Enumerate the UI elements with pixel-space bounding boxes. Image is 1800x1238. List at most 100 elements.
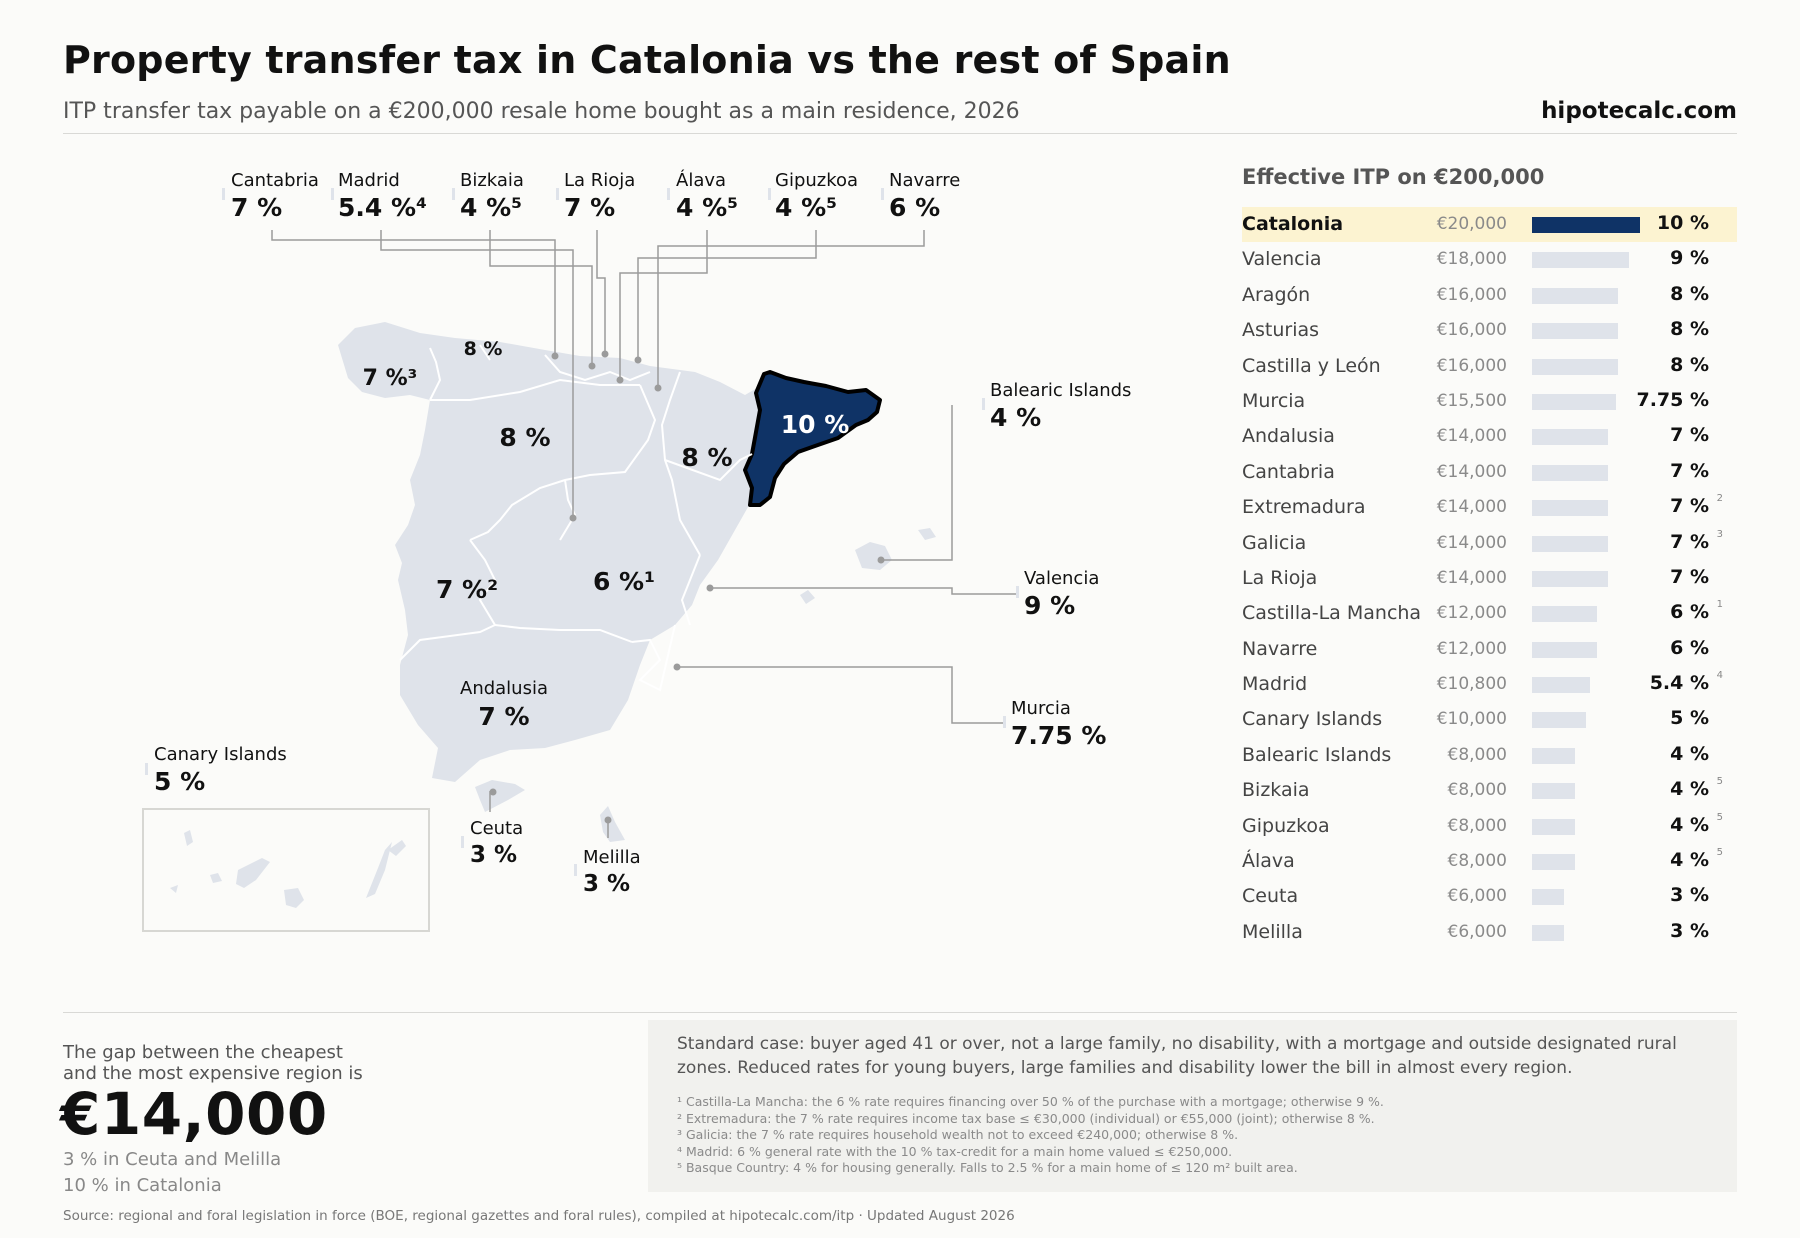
- brand-logo-text[interactable]: hipotecalc.com: [1541, 98, 1737, 124]
- callout-name: Cantabria: [231, 170, 319, 191]
- notes-box: Standard case: buyer aged 41 or over, no…: [648, 1020, 1737, 1192]
- ranking-row: La Rioja €14,000 7 %: [1242, 561, 1737, 596]
- row-bar: [1532, 641, 1597, 658]
- row-footnote-marker: 5: [1716, 776, 1723, 788]
- page-title: Property transfer tax in Catalonia vs th…: [63, 38, 1231, 82]
- callout-rate: 4 %⁵: [460, 193, 522, 222]
- ranking-row: Catalonia €20,000 10 %: [1242, 207, 1737, 243]
- ranking-list: Catalonia €20,000 10 % Valencia €18,000 9 % Ar…: [1242, 207, 1737, 950]
- row-bar: [1532, 393, 1616, 410]
- callout-rate: 7 %: [231, 193, 282, 222]
- ranking-row: Madrid €10,800 5.4 % 4: [1242, 667, 1737, 702]
- row-bar: [1532, 854, 1576, 871]
- row-amount: €14,000: [1436, 497, 1507, 518]
- ranking-row: Castilla y León €16,000 8 %: [1242, 349, 1737, 384]
- row-bar: [1532, 535, 1608, 552]
- callout-rate: 3 %: [470, 842, 517, 868]
- label-castilla-la-mancha: 6 %¹: [593, 567, 655, 596]
- row-rate: 7.75 %: [1636, 388, 1709, 411]
- row-rate: 4 %: [1670, 778, 1709, 801]
- row-amount: €10,000: [1436, 709, 1507, 730]
- label-extremadura: 7 %²: [436, 575, 498, 604]
- row-amount: €16,000: [1436, 284, 1507, 305]
- row-amount: €14,000: [1436, 532, 1507, 553]
- row-bar: [1532, 818, 1576, 835]
- row-bar: [1532, 429, 1608, 446]
- gap-label: The gap between the cheapest and the mos…: [63, 1042, 363, 1084]
- row-amount: €8,000: [1447, 851, 1507, 872]
- row-bar: [1532, 464, 1608, 481]
- row-amount: €14,000: [1436, 567, 1507, 588]
- row-amount: €16,000: [1436, 355, 1507, 376]
- callout-madrid: Madrid 5.4 %⁴: [331, 170, 427, 222]
- row-rate: 3 %: [1670, 884, 1709, 907]
- callout-name: La Rioja: [564, 170, 635, 191]
- row-rate: 9 %: [1670, 247, 1709, 270]
- callout-gipuzkoa: Gipuzkoa 4 %⁵: [768, 170, 858, 222]
- callout-rate: 7 %: [564, 193, 615, 222]
- row-footnote-marker: 4: [1716, 670, 1723, 682]
- page-subtitle: ITP transfer tax payable on a €200,000 r…: [63, 99, 1020, 124]
- callout-name: Bizkaia: [460, 170, 524, 191]
- row-rate: 8 %: [1670, 353, 1709, 376]
- row-region-name: Álava: [1242, 850, 1295, 873]
- row-bar: [1532, 606, 1597, 623]
- row-region-name: Asturias: [1242, 319, 1320, 342]
- callout-balearic-islands: Balearic Islands 4 %: [982, 380, 1131, 432]
- row-footnote-marker: 2: [1716, 493, 1723, 505]
- ranking-row: Asturias €16,000 8 %: [1242, 313, 1737, 348]
- ranking-row: Álava €8,000 4 % 5: [1242, 844, 1737, 879]
- callout-rate: 3 %: [583, 871, 630, 897]
- callout-name: Navarre: [889, 170, 960, 191]
- footer-divider: [63, 1012, 1737, 1013]
- row-region-name: Madrid: [1242, 673, 1308, 696]
- row-bar: [1532, 677, 1591, 694]
- footnote-1: ¹ Castilla-La Mancha: the 6 % rate requi…: [677, 1094, 1384, 1109]
- callout-name: Melilla: [583, 847, 641, 868]
- callout-rate: 5 %: [154, 767, 205, 796]
- gap-value: €14,000: [60, 1080, 328, 1148]
- row-rate: 7 %: [1670, 495, 1709, 518]
- callout-rate: 7 %: [478, 702, 529, 731]
- label-asturias: 8 %: [464, 338, 503, 360]
- callout-murcia: Murcia 7.75 %: [1003, 698, 1106, 750]
- row-amount: €12,000: [1436, 638, 1507, 659]
- catalonia-shape: [743, 370, 882, 507]
- row-amount: €16,000: [1436, 320, 1507, 341]
- callout-rate: 4 %⁵: [775, 193, 837, 222]
- spain-map: Cantabria 7 % Madrid 5.4 %⁴ Bizkaia 4 %⁵…: [142, 169, 1131, 932]
- row-rate: 7 %: [1670, 530, 1709, 553]
- label-aragon: 8 %: [681, 443, 732, 472]
- row-rate: 4 %: [1670, 813, 1709, 836]
- row-region-name: Valencia: [1242, 248, 1322, 271]
- row-rate: 7 %: [1670, 459, 1709, 482]
- row-bar: [1532, 217, 1640, 233]
- row-rate: 4 %: [1670, 849, 1709, 872]
- row-bar: [1532, 287, 1619, 304]
- callout-cantabria: Cantabria 7 %: [222, 170, 319, 222]
- callout-la-rioja: La Rioja 7 %: [556, 170, 635, 222]
- row-region-name: Murcia: [1242, 389, 1306, 412]
- ranking-title: Effective ITP on €200,000: [1242, 165, 1545, 189]
- row-bar: [1532, 252, 1630, 269]
- row-region-name: La Rioja: [1242, 566, 1318, 589]
- row-rate: 7 %: [1670, 424, 1709, 447]
- row-footnote-marker: 5: [1716, 811, 1723, 823]
- ranking-row: Valencia €18,000 9 %: [1242, 242, 1737, 277]
- ceuta-shape: [475, 780, 525, 812]
- ranking-row: Galicia €14,000 7 % 3: [1242, 526, 1737, 561]
- row-rate: 4 %: [1670, 742, 1709, 765]
- row-bar: [1532, 889, 1565, 906]
- row-bar: [1532, 924, 1565, 941]
- row-region-name: Galicia: [1242, 531, 1307, 554]
- ranking-row: Canary Islands €10,000 5 %: [1242, 702, 1737, 737]
- row-amount: €8,000: [1447, 744, 1507, 765]
- row-amount: €12,000: [1436, 603, 1507, 624]
- region-borders: [399, 344, 753, 692]
- row-footnote-marker: 1: [1716, 599, 1723, 611]
- callout-rate: 9 %: [1024, 591, 1075, 620]
- canary-inset-frame: [142, 808, 430, 932]
- callout-name: Madrid: [338, 170, 400, 191]
- ranking-row: Navarre €12,000 6 %: [1242, 632, 1737, 667]
- row-region-name: Bizkaia: [1242, 779, 1310, 802]
